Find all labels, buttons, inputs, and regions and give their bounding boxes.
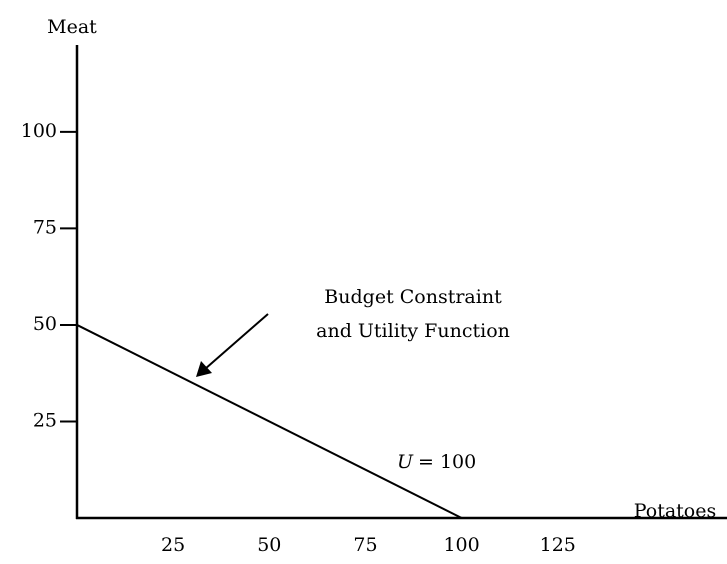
y-tick-label: 100	[21, 120, 57, 142]
y-tick-label: 25	[33, 409, 57, 431]
annotation: = 100	[418, 451, 476, 473]
annotation: U	[397, 451, 414, 473]
x-tick-label: 100	[443, 534, 479, 556]
x-tick-label: 50	[257, 534, 281, 556]
x-tick-label: 25	[161, 534, 185, 556]
annotation: and Utility Function	[316, 320, 510, 342]
budget-line	[76, 324, 463, 519]
y-tick-label: 75	[33, 216, 57, 238]
annotation: Budget Constraint	[324, 286, 502, 308]
x-tick-label: 125	[540, 534, 576, 556]
y-tick-label: 50	[33, 313, 57, 335]
arrow-shaft	[204, 313, 269, 370]
arrow-head	[196, 361, 212, 377]
x-tick-label: 75	[353, 534, 377, 556]
x-axis-label: Potatoes	[634, 500, 717, 522]
y-axis-label: Meat	[47, 16, 97, 38]
